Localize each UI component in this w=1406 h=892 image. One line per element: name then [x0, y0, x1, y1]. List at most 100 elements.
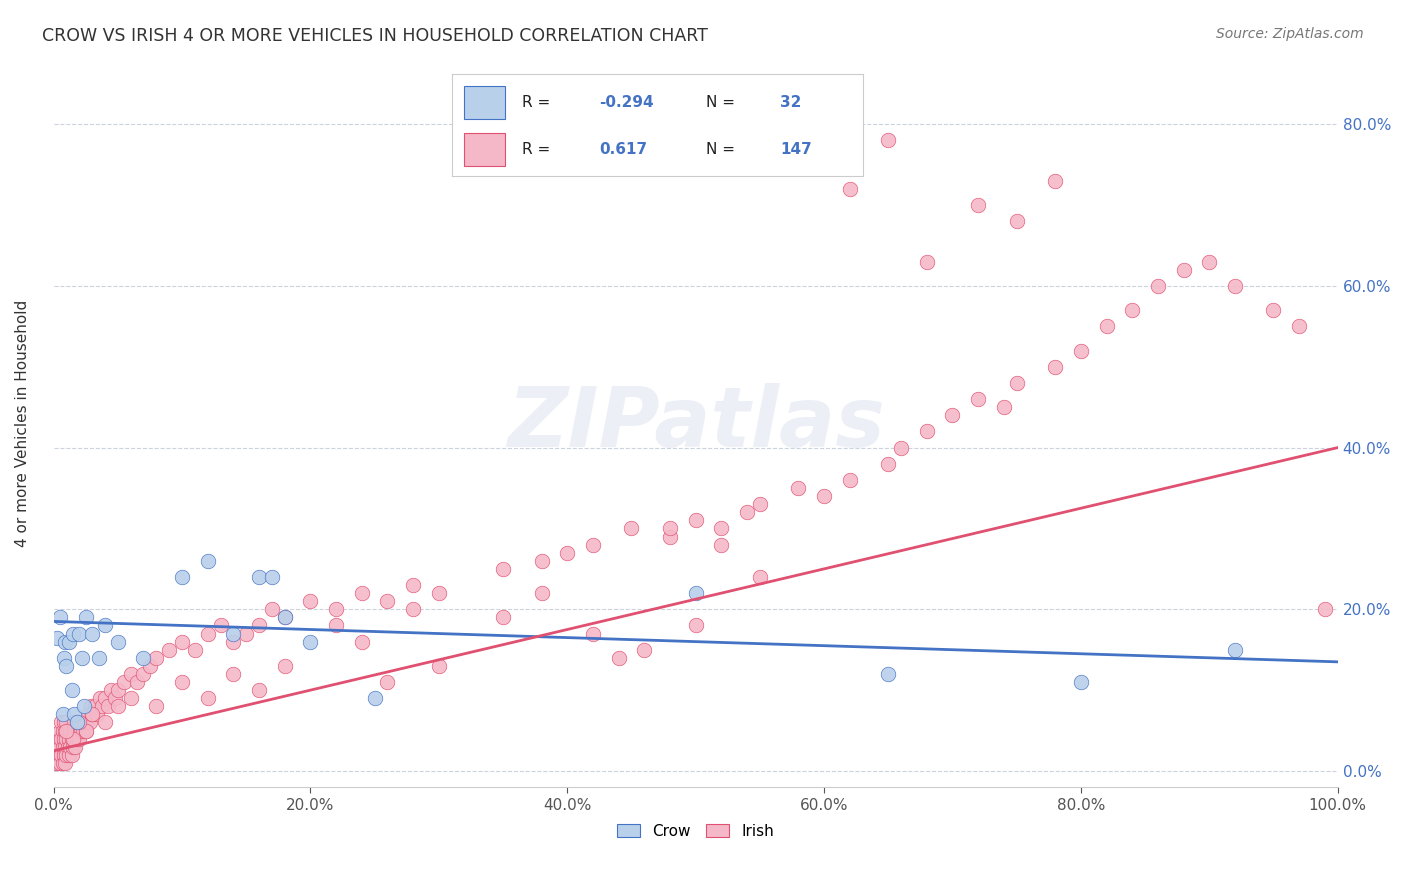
Point	[1263, 303, 1285, 318]
Point	[45, 747, 67, 762]
Point	[1043, 174, 1066, 188]
Point	[52, 731, 75, 746]
Point	[75, 610, 97, 624]
Point	[222, 634, 245, 648]
Point	[120, 667, 142, 681]
Point	[170, 570, 193, 584]
Point	[80, 699, 103, 714]
Point	[75, 723, 97, 738]
Point	[1147, 279, 1170, 293]
Point	[1070, 675, 1092, 690]
Point	[350, 634, 373, 648]
Point	[67, 626, 90, 640]
Point	[748, 497, 770, 511]
Point	[62, 626, 84, 640]
Point	[377, 594, 399, 608]
Point	[710, 521, 733, 535]
Point	[55, 715, 77, 730]
Point	[51, 747, 73, 762]
Point	[915, 254, 938, 268]
Point	[350, 586, 373, 600]
Point	[170, 675, 193, 690]
Point	[402, 602, 425, 616]
Point	[402, 578, 425, 592]
Point	[877, 133, 900, 147]
Point	[260, 570, 283, 584]
Point	[274, 659, 297, 673]
Point	[55, 723, 77, 738]
Point	[530, 586, 553, 600]
Point	[492, 562, 515, 576]
Point	[941, 409, 963, 423]
Point	[1043, 359, 1066, 374]
Point	[1121, 303, 1143, 318]
Point	[1070, 343, 1092, 358]
Point	[235, 626, 257, 640]
Point	[52, 747, 75, 762]
Point	[107, 634, 129, 648]
Point	[62, 739, 84, 754]
Point	[222, 667, 245, 681]
Point	[94, 691, 117, 706]
Point	[877, 457, 900, 471]
Point	[65, 723, 87, 738]
Point	[120, 691, 142, 706]
Point	[53, 634, 76, 648]
Text: ZIPatlas: ZIPatlas	[506, 383, 884, 464]
Point	[70, 650, 93, 665]
Point	[247, 683, 270, 698]
Point	[748, 570, 770, 584]
Point	[132, 667, 155, 681]
Point	[52, 650, 75, 665]
Point	[46, 756, 69, 770]
Point	[59, 739, 82, 754]
Point	[49, 610, 72, 624]
Point	[710, 538, 733, 552]
Point	[145, 699, 167, 714]
Point	[427, 659, 450, 673]
Point	[1095, 319, 1118, 334]
Point	[49, 756, 72, 770]
Point	[44, 756, 66, 770]
Point	[60, 731, 83, 746]
Point	[63, 715, 86, 730]
Point	[66, 731, 89, 746]
Point	[890, 441, 912, 455]
Point	[86, 707, 108, 722]
Point	[967, 198, 990, 212]
Point	[299, 594, 322, 608]
Point	[107, 699, 129, 714]
Point	[89, 691, 111, 706]
Point	[325, 618, 347, 632]
Point	[125, 675, 148, 690]
Point	[49, 739, 72, 754]
Point	[53, 756, 76, 770]
Point	[967, 392, 990, 406]
Point	[274, 610, 297, 624]
Point	[555, 546, 578, 560]
Point	[363, 691, 385, 706]
Point	[58, 731, 80, 746]
Point	[46, 739, 69, 754]
Point	[1005, 214, 1028, 228]
Point	[58, 747, 80, 762]
Point	[427, 586, 450, 600]
Point	[838, 182, 860, 196]
Point	[62, 723, 84, 738]
Point	[607, 650, 630, 665]
Point	[72, 723, 94, 738]
Point	[197, 691, 219, 706]
Point	[48, 747, 70, 762]
Point	[49, 723, 72, 738]
Point	[52, 707, 75, 722]
Point	[274, 610, 297, 624]
Point	[184, 642, 207, 657]
Point	[222, 626, 245, 640]
Point	[325, 602, 347, 616]
Point	[65, 739, 87, 754]
Point	[77, 707, 100, 722]
Point	[69, 723, 91, 738]
Point	[107, 683, 129, 698]
Point	[52, 715, 75, 730]
Point	[197, 554, 219, 568]
